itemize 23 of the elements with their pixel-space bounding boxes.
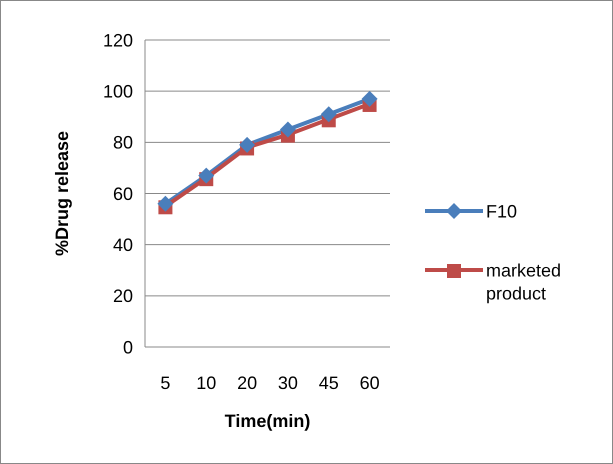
y-tick-label: 80	[112, 132, 133, 153]
y-tick-label: 40	[112, 234, 133, 255]
point	[320, 106, 337, 122]
legend-label: F10	[486, 201, 518, 222]
y-tick-label: 120	[102, 30, 133, 50]
x-tick-label: 20	[237, 373, 258, 393]
x-tick-label: 30	[278, 373, 298, 393]
x-tick-label: 5	[160, 373, 170, 393]
y-tick-label: 60	[112, 184, 133, 204]
y-tick-label: 20	[112, 286, 133, 306]
point	[239, 136, 256, 153]
x-tick-label: 45	[318, 373, 339, 393]
x-tick-label: 10	[196, 373, 216, 393]
y-tick-label: 0	[122, 337, 133, 358]
point	[362, 90, 378, 107]
y-axis-title: %Drug release	[52, 130, 72, 256]
y-tick-label: 100	[102, 81, 133, 102]
point	[198, 168, 214, 184]
legend-label: marketed product	[486, 260, 562, 304]
x-axis-title: Time(min)	[224, 411, 310, 431]
point	[157, 196, 174, 212]
x-tick-label: 60	[360, 373, 380, 393]
point	[280, 122, 296, 138]
